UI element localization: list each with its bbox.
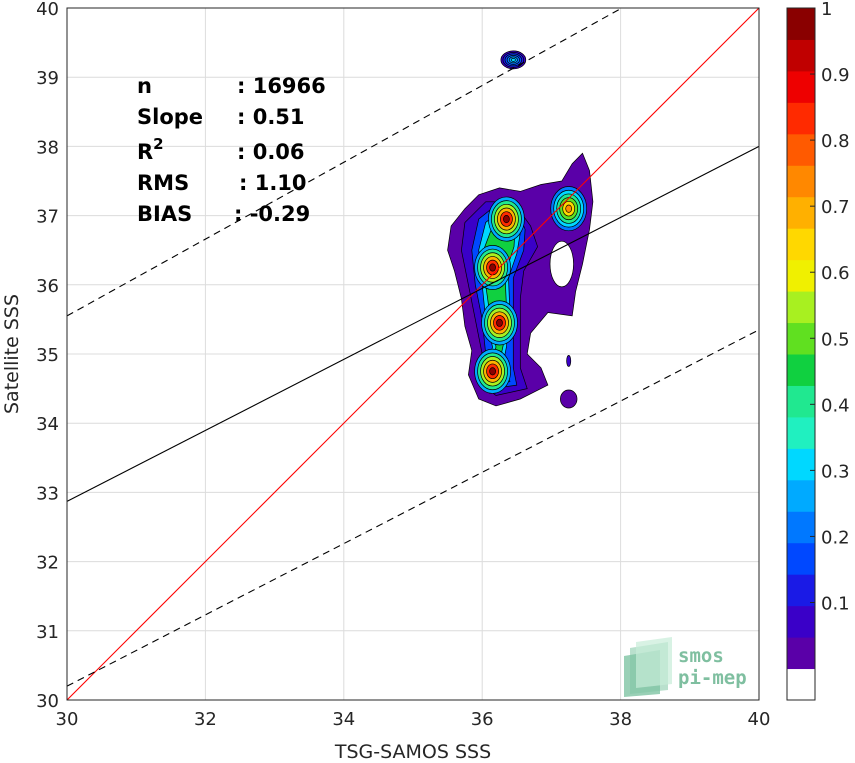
line-one-to-one <box>67 8 759 700</box>
stat-value: : 0.51 <box>237 105 305 129</box>
colorbar-tick-labels: 0.1 0.2 0.3 0.4 0.5 0.6 0.7 0.8 0.9 1 <box>810 0 850 614</box>
colorbar-segment <box>787 259 815 292</box>
stat-value: : -0.29 <box>234 202 310 226</box>
y-tick-label: 31 <box>36 622 59 643</box>
colorbar-segment <box>787 70 815 103</box>
contour-level <box>503 215 510 224</box>
y-tick-label: 37 <box>36 207 59 228</box>
y-tick-label: 33 <box>36 483 59 504</box>
y-tick-label: 34 <box>36 414 59 435</box>
stat-value: : 0.06 <box>237 140 305 164</box>
x-tick-label: 30 <box>56 709 79 730</box>
plot-frame <box>66 7 760 701</box>
logo-line1: smos <box>678 645 724 667</box>
colorbar-segment <box>787 8 815 40</box>
contour-level <box>560 389 578 409</box>
fit-lines <box>67 8 759 700</box>
y-tick-label: 39 <box>36 68 59 89</box>
colorbar <box>786 7 816 701</box>
colorbar-tick-label: 0.6 <box>821 263 850 284</box>
contour-level <box>489 263 496 272</box>
x-tick-label: 32 <box>194 709 217 730</box>
x-axis-label: TSG-SAMOS SSS <box>334 741 491 763</box>
colorbar-segment <box>787 511 815 544</box>
y-axis-label: Satellite SSS <box>1 294 23 414</box>
x-tick-label: 34 <box>332 709 355 730</box>
colorbar-segment <box>787 637 815 670</box>
x-tick-label: 38 <box>609 709 632 730</box>
colorbar-segment <box>787 479 815 512</box>
contour-hole <box>549 240 574 288</box>
colorbar-segment <box>787 196 815 229</box>
colorbar-frame <box>786 7 816 701</box>
colorbar-segment <box>787 102 815 135</box>
colorbar-segment <box>787 291 815 324</box>
stat-label: RMS <box>137 171 189 195</box>
x-tick-labels: 30 32 34 36 38 40 <box>56 709 771 730</box>
colorbar-segment <box>787 542 815 575</box>
y-tick-label: 40 <box>36 0 59 20</box>
y-tick-labels: 30 31 32 33 34 35 36 37 38 39 40 <box>36 0 59 712</box>
y-tick-label: 30 <box>36 691 59 712</box>
colorbar-segment <box>787 385 815 418</box>
colorbar-tick-label: 0.5 <box>821 329 850 350</box>
stat-label: BIAS <box>137 202 192 226</box>
colorbar-segment <box>787 39 815 72</box>
contour-level <box>566 355 572 367</box>
stat-label: n <box>137 74 152 98</box>
colorbar-segment <box>787 416 815 449</box>
colorbar-segment <box>787 574 815 607</box>
smos-pi-mep-logo: smos pi-mep <box>624 637 747 697</box>
logo-wave-icon <box>624 637 672 697</box>
colorbar-segment <box>787 165 815 198</box>
line-lower-bound <box>67 329 759 687</box>
logo-line2: pi-mep <box>678 667 747 689</box>
x-tick-label: 36 <box>471 709 494 730</box>
stat-label: Slope <box>137 105 203 129</box>
line-regression <box>67 145 759 502</box>
y-tick-label: 38 <box>36 137 59 158</box>
colorbar-tick-label: 0.8 <box>821 131 850 152</box>
contour-level <box>565 204 573 213</box>
stat-value: : 1.10 <box>239 171 307 195</box>
colorbar-tick-label: 0.7 <box>821 197 850 218</box>
y-tick-label: 35 <box>36 345 59 366</box>
colorbar-tick-label: 0.9 <box>821 65 850 86</box>
grid <box>66 7 760 701</box>
colorbar-segment <box>787 133 815 166</box>
colorbar-segment <box>787 354 815 386</box>
colorbar-segment <box>787 228 815 261</box>
contour-level <box>489 367 496 376</box>
colorbar-segment <box>787 668 815 701</box>
contour-level <box>496 318 503 327</box>
colorbar-segment <box>787 605 815 638</box>
colorbar-tick-label: 0.1 <box>821 593 850 614</box>
y-tick-label: 32 <box>36 553 59 574</box>
stat-value: : 16966 <box>237 74 326 98</box>
colorbar-tick-label: 0.3 <box>821 461 850 482</box>
density-contours <box>447 50 594 409</box>
colorbar-tick-label: 0.2 <box>821 527 850 548</box>
colorbar-segment <box>787 448 815 481</box>
stat-label-superscript: 2 <box>153 135 163 153</box>
contour-level <box>510 58 516 62</box>
colorbar-tick-label: 1 <box>821 0 832 20</box>
y-tick-label: 36 <box>36 276 59 297</box>
x-tick-label: 40 <box>748 709 771 730</box>
colorbar-tick-label: 0.4 <box>821 395 850 416</box>
